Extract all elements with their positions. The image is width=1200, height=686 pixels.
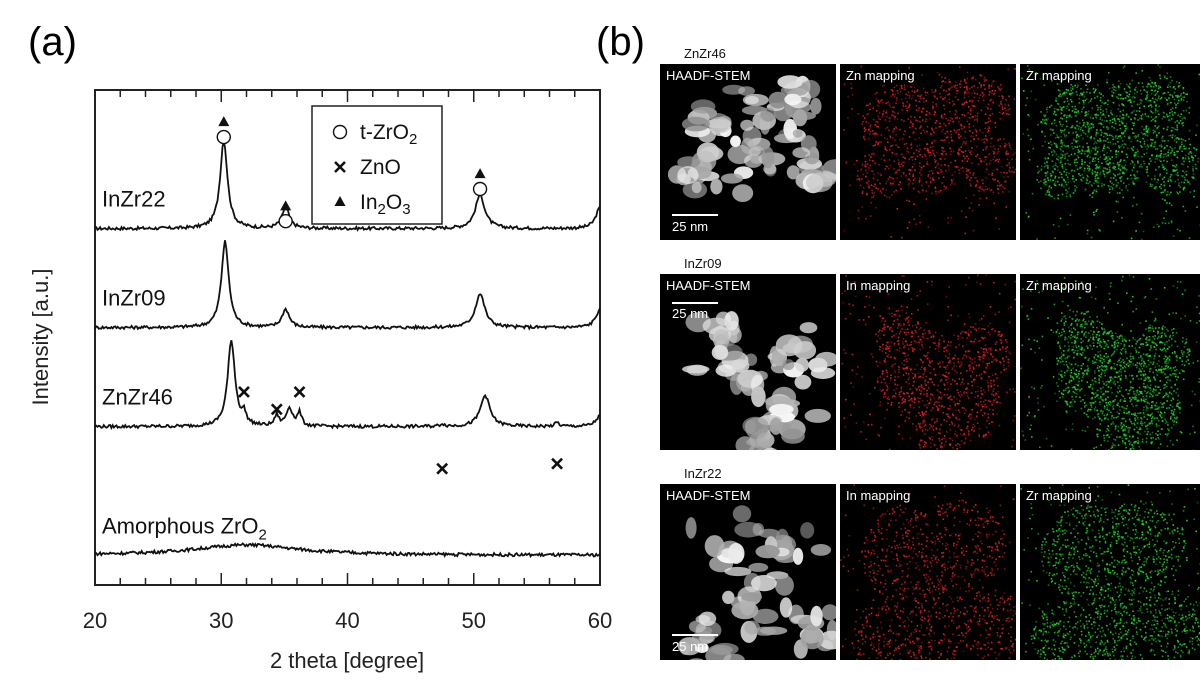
scale-bar bbox=[672, 214, 718, 216]
tile-label: Zr mapping bbox=[1026, 488, 1092, 503]
legend-entry: t-ZrO2 bbox=[360, 121, 417, 148]
x-axis-label: 2 theta [degree] bbox=[270, 648, 424, 673]
xrd-chart: 20 30 40 50 60 2 theta [degree] Intensity [a… bbox=[28, 89, 612, 673]
series-group: InZr22 InZr09 ZnZr46 Amorphous ZrO2 bbox=[94, 141, 601, 559]
legend-entry: In2O3 bbox=[360, 191, 411, 218]
series-line-0 bbox=[94, 141, 601, 232]
peak-marker-circle bbox=[216, 129, 231, 145]
scale-bar bbox=[672, 634, 718, 636]
tile-label: HAADF-STEM bbox=[666, 278, 751, 293]
axis-ticks bbox=[94, 90, 601, 585]
tile-label: Zr mapping bbox=[1026, 278, 1092, 293]
mapping-tile-red: Zn mapping bbox=[840, 64, 1016, 240]
x-tick-label: 60 bbox=[588, 608, 612, 633]
peak-marker-triangle bbox=[218, 116, 230, 127]
series-line-3 bbox=[94, 542, 601, 559]
mapping-row-title: ZnZr46 bbox=[684, 46, 726, 61]
x-tick-label: 20 bbox=[83, 608, 107, 633]
scale-bar-label: 25 nm bbox=[672, 306, 709, 321]
panel-b-label: (b) bbox=[596, 20, 645, 64]
peak-markers bbox=[216, 116, 563, 475]
mapping-tile-haadf: HAADF-STEM 25 nm bbox=[660, 274, 836, 450]
mapping-tile-green: Zr mapping bbox=[1020, 64, 1200, 240]
x-tick-label: 50 bbox=[462, 608, 486, 633]
series-label: Amorphous ZrO2 bbox=[102, 513, 267, 543]
series-line-2 bbox=[94, 340, 601, 431]
legend-marker-triangle bbox=[334, 196, 346, 206]
legend-entry: ZnO bbox=[360, 156, 401, 179]
tile-label: HAADF-STEM bbox=[666, 68, 751, 83]
scale-bar-label: 25 nm bbox=[672, 639, 709, 654]
peak-marker-cross bbox=[238, 386, 250, 398]
series-label: InZr09 bbox=[102, 286, 166, 311]
peak-marker-cross bbox=[551, 457, 563, 470]
mapping-tile-haadf: HAADF-STEM 25 nm bbox=[660, 484, 836, 660]
panel-a-label: (a) bbox=[28, 20, 77, 64]
peak-marker-circle bbox=[278, 213, 293, 229]
y-axis-label: Intensity [a.u.] bbox=[28, 269, 53, 406]
mapping-tile-green: Zr mapping bbox=[1020, 484, 1200, 660]
legend-marker-cross bbox=[334, 161, 346, 173]
tile-label: Zr mapping bbox=[1026, 68, 1092, 83]
tile-label: HAADF-STEM bbox=[666, 488, 751, 503]
mapping-tile-haadf: HAADF-STEM 25 nm bbox=[660, 64, 836, 240]
peak-marker-cross bbox=[293, 386, 306, 398]
tile-label: In mapping bbox=[846, 488, 911, 503]
mapping-row-title: InZr09 bbox=[684, 256, 722, 271]
peak-marker-cross bbox=[436, 462, 449, 475]
series-line-1 bbox=[94, 240, 601, 331]
tile-label: Zn mapping bbox=[846, 68, 915, 83]
x-tick-label: 40 bbox=[335, 608, 359, 633]
peak-marker-triangle bbox=[474, 168, 486, 179]
scale-bar bbox=[672, 302, 718, 304]
legend: t-ZrO2 ZnO In2O3 bbox=[311, 105, 443, 225]
scale-bar-label: 25 nm bbox=[672, 219, 709, 234]
series-label: InZr22 bbox=[102, 187, 166, 212]
mapping-tile-red: In mapping bbox=[840, 484, 1016, 660]
mapping-tile-green: Zr mapping bbox=[1020, 274, 1200, 450]
legend-box bbox=[311, 105, 443, 225]
mapping-row-title: InZr22 bbox=[684, 466, 722, 481]
series-label: ZnZr46 bbox=[102, 385, 173, 410]
x-tick-label: 30 bbox=[209, 608, 233, 633]
legend-marker-circle bbox=[332, 124, 348, 140]
mapping-tile-red: In mapping bbox=[840, 274, 1016, 450]
peak-marker-triangle bbox=[280, 200, 292, 211]
peak-marker-circle bbox=[472, 181, 488, 197]
elemental-mapping-grid: ZnZr46 HAADF-STEM 25 nm Zn mapping Zr mappin… bbox=[660, 0, 1200, 686]
x-tick-labels: 20 30 40 50 60 bbox=[83, 608, 612, 633]
tile-label: In mapping bbox=[846, 278, 911, 293]
peak-marker-cross bbox=[270, 403, 283, 416]
